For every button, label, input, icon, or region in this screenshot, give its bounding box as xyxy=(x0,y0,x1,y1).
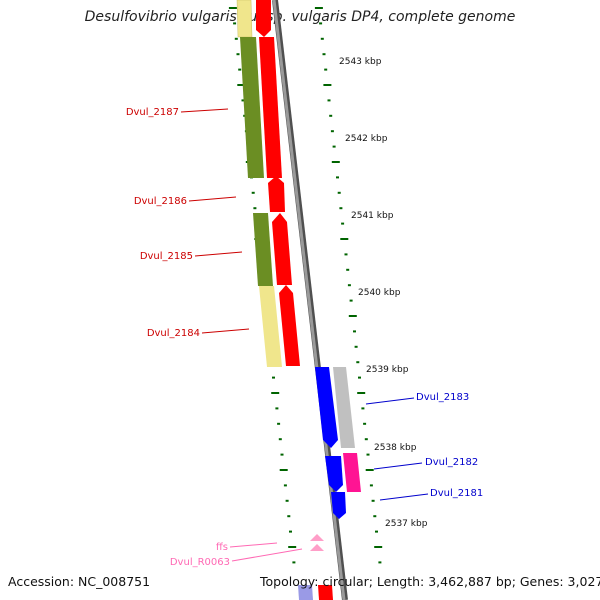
feature-olive-2187 xyxy=(240,37,264,178)
gene-label-dvul-2181: Dvul_2181 xyxy=(430,488,483,499)
feature-grey-2183 xyxy=(333,367,355,448)
cds-red-bottom xyxy=(318,585,333,600)
gene-label-ffs: ffs xyxy=(216,542,228,553)
feature-track-reverse xyxy=(298,367,361,600)
tick-label: 2541 kbp xyxy=(351,211,394,221)
feature-lavender-bottom xyxy=(298,585,313,600)
map-title: Desulfovibrio vulgaris subsp. vulgaris D… xyxy=(84,9,516,25)
feature-khaki-top xyxy=(236,0,253,38)
gene-label-dvul-2186: Dvul_2186 xyxy=(134,196,187,207)
tick-label: 2542 kbp xyxy=(345,134,388,144)
feature-olive-2185 xyxy=(253,213,273,286)
cds-red-2187 xyxy=(259,37,282,178)
feature-track-forward xyxy=(236,0,300,367)
tick-labels: 2543 kbp 2542 kbp 2541 kbp 2540 kbp 2539… xyxy=(339,57,428,529)
cds-blue-2183 xyxy=(315,367,338,448)
gene-label-dvul-2187: Dvul_2187 xyxy=(126,107,179,118)
gene-label-dvul-2185: Dvul_2185 xyxy=(140,251,193,262)
cds-red-2184 xyxy=(279,285,300,366)
tick-label: 2538 kbp xyxy=(374,443,417,453)
cds-blue-2181 xyxy=(331,492,346,519)
cds-blue-2182 xyxy=(325,456,343,492)
topology-text: Topology: circular; Length: 3,462,887 bp… xyxy=(260,574,600,589)
tick-label: 2537 kbp xyxy=(385,519,428,529)
cds-red-2186 xyxy=(268,176,285,212)
gene-label-dvul-2184: Dvul_2184 xyxy=(147,328,200,339)
outer-tick-dots xyxy=(314,7,383,564)
accession-text: Accession: NC_008751 xyxy=(8,574,151,589)
feature-khaki-2184 xyxy=(259,286,282,367)
gene-label-dvul-2182: Dvul_2182 xyxy=(425,457,478,468)
gene-label-dvul-r0063: Dvul_R0063 xyxy=(170,557,230,568)
tick-label: 2543 kbp xyxy=(339,57,382,67)
cds-red-2185 xyxy=(272,213,292,285)
rna-ffs xyxy=(310,534,324,541)
feature-magenta-2182 xyxy=(343,453,361,492)
cds-red-top xyxy=(256,0,271,37)
tick-label: 2539 kbp xyxy=(366,365,409,375)
rna-r0063 xyxy=(310,544,324,551)
tick-label: 2540 kbp xyxy=(358,288,401,298)
gene-label-dvul-2183: Dvul_2183 xyxy=(416,392,469,403)
gene-labels: Dvul_2187 Dvul_2186 Dvul_2185 Dvul_2184 … xyxy=(126,107,483,568)
